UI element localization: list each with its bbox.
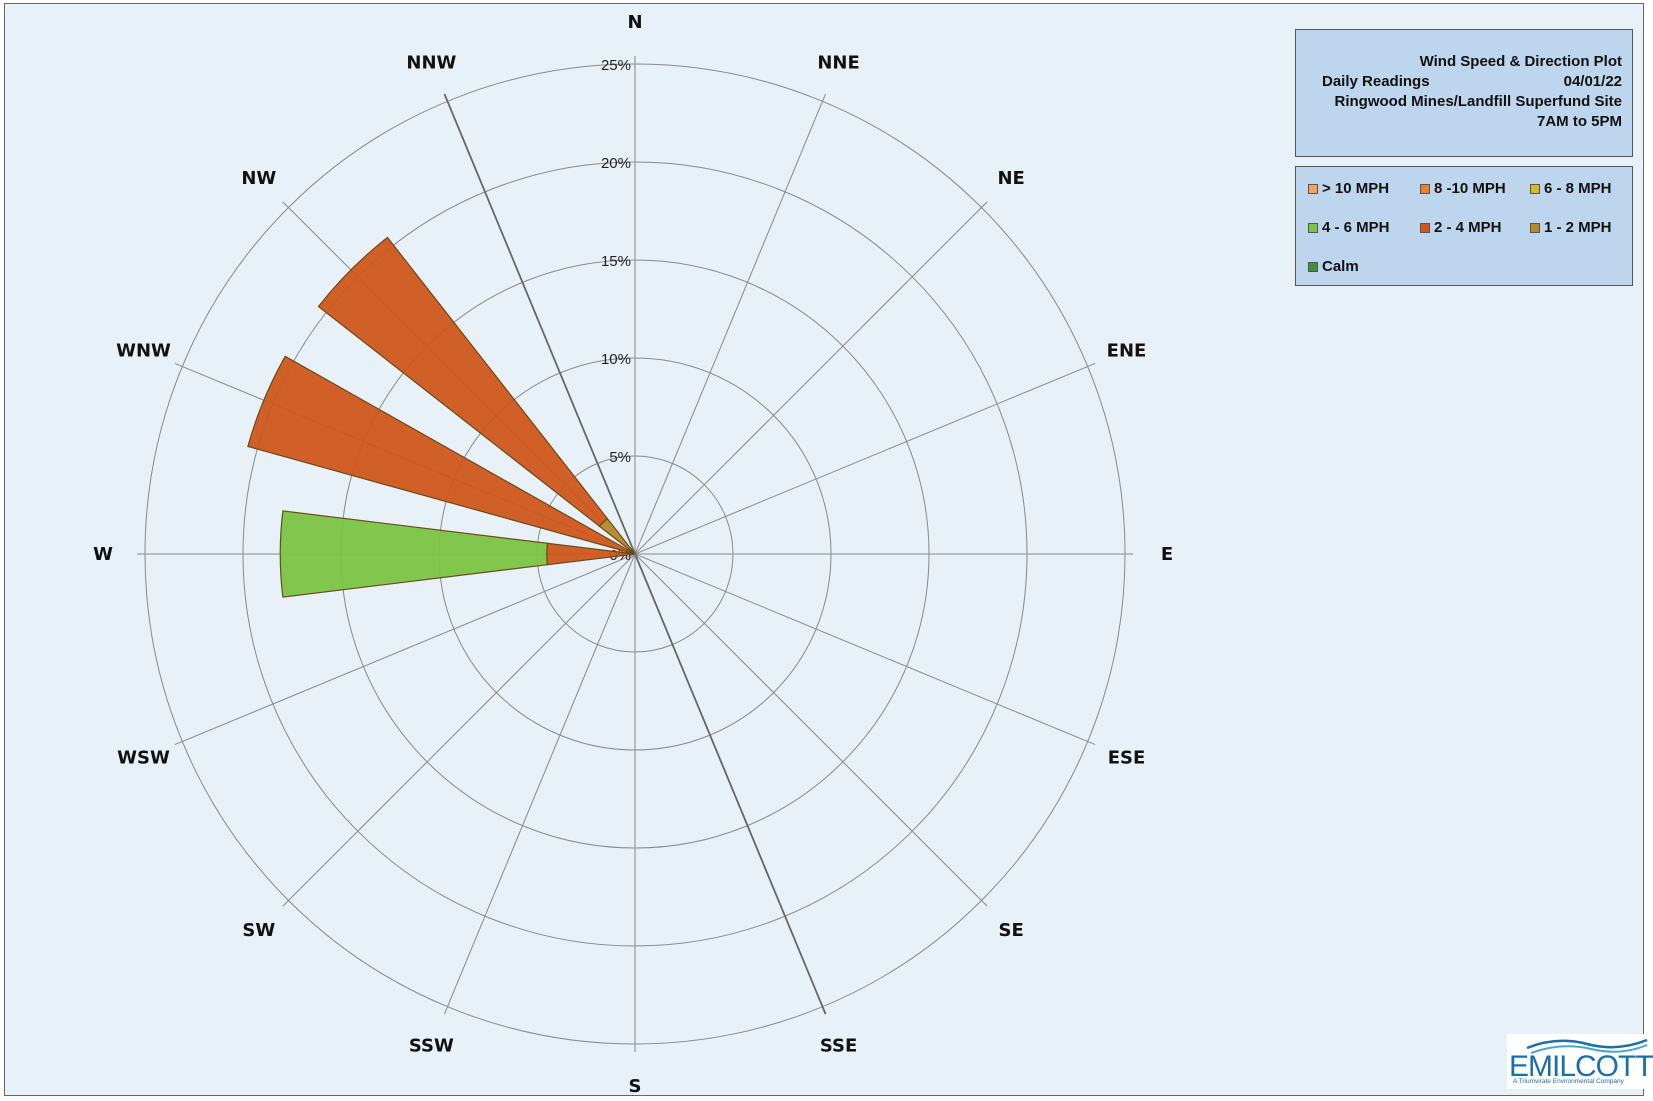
legend-label: Calm bbox=[1322, 258, 1359, 275]
direction-label: S bbox=[629, 1076, 642, 1097]
direction-label: N bbox=[627, 12, 642, 33]
direction-label: ESE bbox=[1108, 748, 1146, 769]
grid-spoke bbox=[282, 553, 636, 907]
grid-spoke bbox=[443, 553, 636, 1015]
legend-label: 2 - 4 MPH bbox=[1434, 219, 1502, 236]
direction-label: SW bbox=[242, 920, 275, 941]
chart-date: 04/01/22 bbox=[1563, 73, 1622, 90]
grid-spoke bbox=[634, 201, 988, 555]
direction-label: NNW bbox=[406, 52, 456, 73]
direction-label: SE bbox=[999, 920, 1024, 941]
legend-swatch bbox=[1530, 222, 1540, 233]
emilcott-logo: EMILCOTT A Triumvirate Environmental Com… bbox=[1507, 1034, 1653, 1089]
chart-frame: 0%5%10%15%20%25%NNNENEENEEESESESSESSSWSW… bbox=[4, 3, 1653, 1097]
direction-label: E bbox=[1161, 544, 1173, 565]
direction-label: WSW bbox=[117, 748, 170, 769]
wave-icon bbox=[1526, 1038, 1648, 1054]
wind-rose-chart: 0%5%10%15%20%25%NNNENEENEEESESESSESSSWSW… bbox=[93, 12, 1173, 1097]
legend-item: Calm bbox=[1308, 257, 1420, 276]
grid-spoke bbox=[634, 362, 1096, 555]
grid-spoke bbox=[174, 553, 636, 746]
direction-label: SSE bbox=[820, 1036, 857, 1057]
legend-swatch bbox=[1530, 183, 1540, 194]
chart-subtitle: Daily Readings bbox=[1322, 73, 1430, 90]
wind-petal bbox=[247, 355, 636, 555]
site-name: Ringwood Mines/Landfill Superfund Site bbox=[1334, 93, 1623, 110]
wind-petal bbox=[317, 236, 609, 528]
direction-label: NE bbox=[997, 168, 1024, 189]
ring-label: 25% bbox=[601, 57, 631, 74]
legend-label: > 10 MPH bbox=[1322, 180, 1390, 197]
legend-item: 1 - 2 MPH bbox=[1530, 218, 1630, 237]
direction-label: NW bbox=[241, 168, 276, 189]
direction-label: WNW bbox=[116, 340, 171, 361]
title-box: Wind Speed & Direction Plot Daily Readin… bbox=[1295, 29, 1633, 157]
direction-label: W bbox=[93, 544, 113, 565]
legend-item: > 10 MPH bbox=[1308, 179, 1420, 198]
logo-tagline: A Triumvirate Environmental Company bbox=[1513, 1078, 1624, 1085]
direction-label: NNE bbox=[817, 52, 859, 73]
legend-item: 4 - 6 MPH bbox=[1308, 218, 1420, 237]
ring-label: 15% bbox=[601, 253, 631, 270]
grid-spoke bbox=[443, 93, 636, 555]
legend-swatch bbox=[1308, 261, 1318, 272]
ring-label: 5% bbox=[609, 449, 631, 466]
legend-swatch bbox=[1420, 222, 1430, 233]
logo-text: EMILCOTT bbox=[1509, 1050, 1653, 1083]
legend-swatch bbox=[1308, 222, 1318, 233]
legend-item: 2 - 4 MPH bbox=[1420, 218, 1530, 237]
grid-spoke bbox=[634, 553, 988, 907]
legend-label: 1 - 2 MPH bbox=[1544, 219, 1612, 236]
legend: > 10 MPH 8 -10 MPH 6 - 8 MPH 4 - 6 MPH 2 - 4… bbox=[1295, 166, 1633, 286]
ring-label: 20% bbox=[601, 155, 631, 172]
direction-label: SSW bbox=[409, 1036, 454, 1057]
legend-item: 8 -10 MPH bbox=[1420, 179, 1530, 198]
legend-label: 8 -10 MPH bbox=[1434, 180, 1506, 197]
grid-spoke bbox=[634, 553, 827, 1015]
legend-label: 4 - 6 MPH bbox=[1322, 219, 1390, 236]
legend-item: 6 - 8 MPH bbox=[1530, 179, 1630, 198]
legend-swatch bbox=[1420, 183, 1430, 194]
time-range: 7AM to 5PM bbox=[1536, 113, 1622, 130]
wind-petal bbox=[279, 510, 549, 598]
chart-title: Wind Speed & Direction Plot bbox=[1419, 53, 1622, 70]
legend-swatch bbox=[1308, 183, 1318, 194]
grid-spoke bbox=[634, 553, 1096, 746]
legend-label: 6 - 8 MPH bbox=[1544, 180, 1612, 197]
ring-label: 10% bbox=[601, 351, 631, 368]
grid-spoke bbox=[634, 93, 827, 555]
direction-label: ENE bbox=[1107, 340, 1147, 361]
